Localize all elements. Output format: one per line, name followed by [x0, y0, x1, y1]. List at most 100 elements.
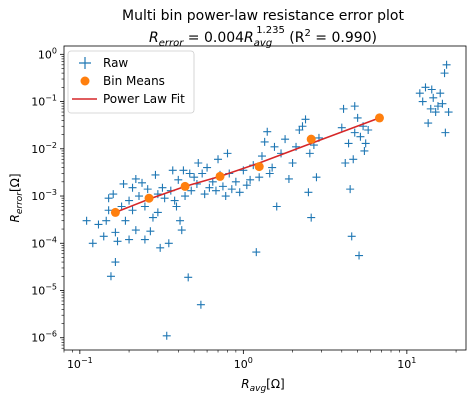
- raw-point: [438, 99, 447, 108]
- bin-mean-point: [306, 134, 316, 144]
- raw-point: [121, 216, 130, 225]
- raw-point: [263, 127, 272, 136]
- raw-point: [418, 97, 427, 106]
- raw-point: [281, 135, 290, 144]
- raw-point: [170, 196, 179, 205]
- x-tick-label: 10−1: [67, 356, 93, 371]
- raw-point: [350, 128, 359, 137]
- legend-bin-marker: [80, 76, 90, 86]
- raw-point: [125, 235, 134, 244]
- raw-point: [214, 155, 223, 164]
- raw-point: [347, 232, 356, 241]
- raw-point: [436, 89, 445, 98]
- x-tick-label: 101: [397, 356, 416, 371]
- raw-point: [194, 159, 203, 168]
- raw-point: [356, 132, 365, 141]
- raw-point: [231, 177, 240, 186]
- raw-point: [242, 181, 251, 190]
- raw-point: [312, 173, 321, 182]
- raw-point: [94, 220, 103, 229]
- raw-point: [346, 185, 355, 194]
- y-tick-label: 10−2: [31, 141, 57, 156]
- raw-point: [246, 175, 255, 184]
- raw-point: [138, 178, 147, 187]
- fit-line-series: [115, 117, 380, 214]
- raw-point: [221, 192, 230, 201]
- y-tick-label: 10−1: [31, 94, 57, 109]
- y-tick-label: 100: [38, 46, 57, 61]
- y-axis-label: Rerror[Ω]: [8, 173, 25, 222]
- raw-point: [106, 272, 115, 281]
- x-tick-label: 100: [234, 356, 253, 371]
- bin-mean-point: [144, 193, 154, 203]
- raw-point: [257, 152, 266, 161]
- raw-point: [174, 175, 183, 184]
- raw-point: [148, 213, 157, 222]
- y-tick-label: 10−5: [31, 282, 57, 297]
- bin-mean-point: [180, 181, 190, 191]
- raw-point: [168, 166, 177, 175]
- raw-point: [440, 69, 449, 78]
- raw-point: [146, 227, 155, 236]
- x-axis-label: Ravg[Ω]: [241, 377, 284, 394]
- legend-entry-raw: Raw: [79, 56, 128, 70]
- raw-point: [337, 123, 346, 132]
- raw-point: [223, 149, 232, 158]
- bin-mean-point: [215, 171, 225, 181]
- bin-mean-point: [374, 113, 384, 123]
- chart-subtitle: Rerror = 0.004Ravg1.235 (R2 = 0.990): [149, 25, 377, 49]
- raw-point: [99, 232, 108, 241]
- raw-point: [252, 248, 261, 257]
- raw-point: [288, 159, 297, 168]
- raw-point: [153, 208, 162, 217]
- raw-point: [134, 192, 143, 201]
- raw-point: [433, 102, 442, 111]
- raw-point: [172, 202, 181, 211]
- raw-point: [160, 194, 169, 203]
- legend-bin-label: Bin Means: [103, 74, 165, 88]
- raw-point: [200, 190, 209, 199]
- raw-point: [284, 174, 293, 183]
- raw-point: [158, 183, 167, 192]
- raw-point: [179, 166, 188, 175]
- raw-point: [301, 115, 310, 124]
- raw-point: [255, 173, 264, 182]
- raw-point: [260, 137, 269, 146]
- raw-point: [350, 102, 359, 111]
- raw-point: [344, 139, 353, 148]
- legend: Raw Bin Means Power Law Fit: [67, 50, 195, 114]
- raw-point: [349, 155, 358, 164]
- raw-point: [205, 183, 214, 192]
- raw-point: [353, 113, 362, 122]
- raw-point: [187, 186, 196, 195]
- raw-point: [361, 139, 370, 148]
- raw-point: [364, 125, 373, 134]
- legend-fit-label: Power Law Fit: [103, 92, 185, 106]
- raw-point: [415, 89, 424, 98]
- raw-point: [235, 188, 244, 197]
- raw-point: [427, 85, 436, 94]
- raw-point: [272, 202, 281, 211]
- raw-point: [198, 169, 207, 178]
- raw-point: [156, 243, 165, 252]
- raw-point: [140, 235, 149, 244]
- raw-point: [339, 104, 348, 113]
- raw-point: [131, 174, 140, 183]
- raw-point: [113, 237, 122, 246]
- raw-point: [421, 83, 430, 92]
- raw-point: [104, 206, 113, 215]
- legend-entry-fit: Power Law Fit: [72, 92, 185, 106]
- raw-point: [444, 108, 453, 117]
- raw-point: [268, 163, 277, 172]
- raw-point: [196, 300, 205, 309]
- legend-box: [67, 50, 195, 114]
- y-tick-label: 10−3: [31, 188, 57, 203]
- raw-point: [265, 169, 274, 178]
- raw-point: [442, 60, 451, 69]
- raw-point: [441, 128, 450, 137]
- legend-raw-label: Raw: [103, 56, 128, 70]
- raw-point: [181, 192, 190, 201]
- raw-point: [88, 239, 97, 248]
- raw-point: [360, 146, 369, 155]
